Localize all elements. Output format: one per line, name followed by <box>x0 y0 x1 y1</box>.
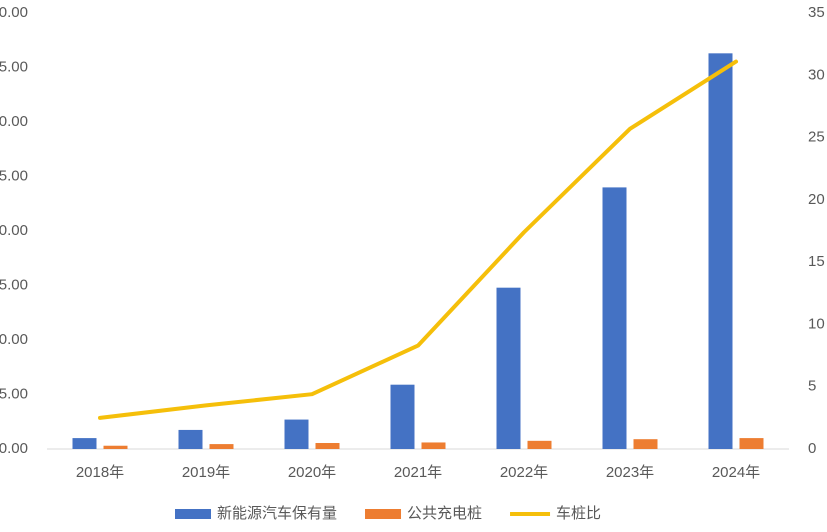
bar <box>633 439 658 449</box>
legend-label: 公共充电桩 <box>407 505 482 522</box>
y2-tick-label: 25 <box>808 129 825 146</box>
bar <box>739 438 764 449</box>
bar <box>496 287 521 449</box>
y-tick-label: 10.00 <box>0 331 28 348</box>
x-tick-label: 2018年 <box>76 464 124 481</box>
legend-label: 车桩比 <box>556 505 601 522</box>
bar <box>284 419 309 449</box>
legend-swatch <box>175 509 211 519</box>
legend-label: 新能源汽车保有量 <box>217 505 337 522</box>
y-tick-label: 35.00 <box>0 58 28 75</box>
y2-tick-label: 35 <box>808 4 825 21</box>
y-tick-label: 15.00 <box>0 276 28 293</box>
x-tick-label: 2022年 <box>500 464 548 481</box>
y2-tick-label: 10 <box>808 315 825 332</box>
y-tick-label: 20.00 <box>0 222 28 239</box>
bar <box>390 384 415 449</box>
y2-tick-label: 30 <box>808 66 825 83</box>
bar <box>178 429 203 449</box>
y2-tick-label: 15 <box>808 253 825 270</box>
y-tick-label: 30.00 <box>0 113 28 130</box>
x-tick-label: 2024年 <box>712 464 760 481</box>
x-tick-label: 2020年 <box>288 464 336 481</box>
y2-tick-label: 20 <box>808 191 825 208</box>
bar <box>72 438 97 449</box>
y2-tick-label: 5 <box>808 378 816 395</box>
legend-swatch <box>365 509 402 519</box>
bar <box>708 53 733 450</box>
bar <box>527 440 552 449</box>
y-tick-label: 40.00 <box>0 4 28 21</box>
y-tick-label: 5.00 <box>0 385 28 402</box>
y-tick-label: 0.00 <box>0 440 28 457</box>
bar <box>602 187 627 449</box>
x-tick-label: 2019年 <box>182 464 230 481</box>
x-tick-label: 2021年 <box>394 464 442 481</box>
y-tick-label: 25.00 <box>0 167 28 184</box>
bar <box>103 445 128 449</box>
bar <box>315 443 340 449</box>
line <box>98 59 738 420</box>
bar <box>209 444 234 449</box>
bar <box>421 442 446 449</box>
y2-tick-label: 0 <box>808 440 816 457</box>
x-tick-label: 2023年 <box>606 464 654 481</box>
